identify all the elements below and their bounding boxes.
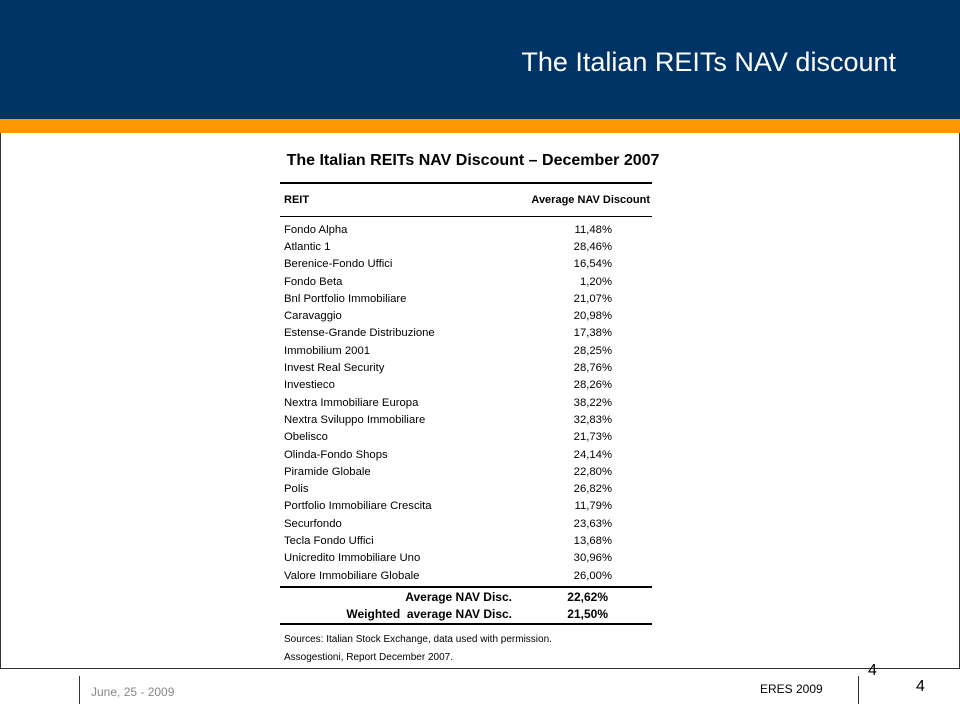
reit-name: Securfondo (284, 517, 342, 530)
reit-name: Unicredito Immobiliare Uno (284, 552, 421, 565)
footer-divider-right (858, 676, 859, 704)
reit-name: Caravaggio (284, 310, 342, 323)
reit-name: Fondo Beta (284, 275, 343, 288)
table-caption: The Italian REITs NAV Discount – Decembe… (286, 152, 660, 169)
source-line: Assogestioni, Report December 2007. (284, 652, 453, 664)
discount-value: 1,20% (579, 275, 612, 288)
page-number-upper: 4 (868, 662, 877, 679)
reit-name: Fondo Alpha (284, 223, 348, 236)
column-header-discount: Average NAV Discount (531, 194, 650, 206)
reit-name: Atlantic 1 (284, 240, 331, 253)
reit-name: Obelisco (284, 431, 328, 444)
table-row: Tecla Fondo Uffici 13,68% (280, 532, 652, 549)
table-row: Fondo Alpha 11,48% (280, 221, 652, 238)
table-body: Fondo Alpha 11,48% Atlantic 1 28,46% Beren… (280, 217, 652, 584)
discount-value: 28,76% (573, 362, 612, 375)
table-row: Berenice-Fondo Uffici 16,54% (280, 256, 652, 273)
reit-name: Bnl Portfolio Immobiliare (284, 292, 407, 305)
column-header-reit: REIT (284, 194, 310, 206)
page-number: 4 (916, 678, 925, 695)
nav-discount-table: REIT Average NAV Discount Fondo Alpha 11,… (280, 182, 652, 667)
reit-name: Investieco (284, 379, 335, 392)
reit-name: Olinda-Fondo Shops (284, 448, 388, 461)
discount-value: 23,63% (573, 517, 612, 530)
table-row: Unicredito Immobiliare Uno 30,96% (280, 550, 652, 567)
summary-value: 21,50% (567, 606, 608, 621)
table-row: Bnl Portfolio Immobiliare 21,07% (280, 290, 652, 307)
discount-value: 20,98% (573, 310, 612, 323)
discount-value: 28,25% (573, 344, 612, 357)
summary-value: 22,62% (567, 589, 608, 604)
table-row: Caravaggio 20,98% (280, 307, 652, 324)
discount-value: 38,22% (573, 396, 612, 409)
footer-date: June, 25 - 2009 (91, 685, 175, 699)
table-row: Olinda-Fondo Shops 24,14% (280, 446, 652, 463)
discount-value: 21,07% (573, 292, 612, 305)
table-row: Immobilium 2001 28,25% (280, 342, 652, 359)
discount-value: 17,38% (573, 327, 612, 340)
table-row: Portfolio Immobiliare Crescita 11,79% (280, 498, 652, 515)
table-row: Polis 26,82% (280, 480, 652, 497)
reit-name: Valore Immobiliare Globale (284, 569, 420, 582)
discount-value: 24,14% (573, 448, 612, 461)
header-banner: The Italian REITs NAV discount (0, 0, 960, 119)
reit-name: Berenice-Fondo Uffici (284, 258, 393, 271)
reit-name: Tecla Fondo Uffici (284, 534, 374, 547)
discount-value: 28,26% (573, 379, 612, 392)
reit-name: Nextra Sviluppo Immobiliare (284, 413, 426, 426)
table-row: Atlantic 1 28,46% (280, 238, 652, 255)
table-row: Invest Real Security 28,76% (280, 359, 652, 376)
reit-name: Estense-Grande Distribuzione (284, 327, 435, 340)
discount-value: 28,46% (573, 240, 612, 253)
summary-row-average: Average NAV Disc. 22,62% (280, 588, 652, 605)
table-row: Nextra Sviluppo Immobiliare 32,83% (280, 411, 652, 428)
discount-value: 16,54% (573, 258, 612, 271)
discount-value: 11,79% (574, 500, 612, 513)
discount-value: 26,82% (573, 483, 612, 496)
source-line: Sources: Italian Stock Exchange, data us… (284, 634, 552, 646)
discount-value: 26,00% (573, 569, 612, 582)
discount-value: 11,48% (574, 223, 612, 236)
discount-value: 32,83% (573, 413, 612, 426)
table-row: Piramide Globale 22,80% (280, 463, 652, 480)
reit-name: Polis (284, 483, 309, 496)
table-row: Estense-Grande Distribuzione 17,38% (280, 325, 652, 342)
reit-name: Portfolio Immobiliare Crescita (284, 500, 432, 513)
reit-name: Piramide Globale (284, 465, 371, 478)
discount-value: 30,96% (573, 552, 612, 565)
table-row: Fondo Beta 1,20% (280, 273, 652, 290)
accent-bar (0, 119, 960, 133)
footer-conference: ERES 2009 (760, 682, 823, 696)
table-row: Valore Immobiliare Globale 26,00% (280, 567, 652, 584)
table-sources: Sources: Italian Stock Exchange, data us… (280, 631, 652, 667)
slide-title: The Italian REITs NAV discount (521, 47, 896, 77)
summary-bottom-rule (280, 623, 652, 626)
table-row: Nextra Immobiliare Europa 38,22% (280, 394, 652, 411)
reit-name: Nextra Immobiliare Europa (284, 396, 419, 409)
discount-value: 13,68% (573, 534, 612, 547)
table-header-row: REIT Average NAV Discount (280, 184, 652, 217)
reit-name: Immobilium 2001 (284, 344, 371, 357)
summary-label: Weighted average NAV Disc. (346, 606, 512, 621)
summary-row-weighted: Weighted average NAV Disc. 21,50% (280, 605, 652, 622)
summary-top-rule (280, 586, 652, 589)
discount-value: 22,80% (573, 465, 612, 478)
footer-divider-left (79, 676, 80, 704)
summary-label: Average NAV Disc. (405, 589, 512, 604)
discount-value: 21,73% (573, 431, 612, 444)
table-row: Obelisco 21,73% (280, 429, 652, 446)
table-row: Investieco 28,26% (280, 377, 652, 394)
reit-name: Invest Real Security (284, 362, 385, 375)
table-top-rule (280, 182, 652, 184)
table-row: Securfondo 23,63% (280, 515, 652, 532)
